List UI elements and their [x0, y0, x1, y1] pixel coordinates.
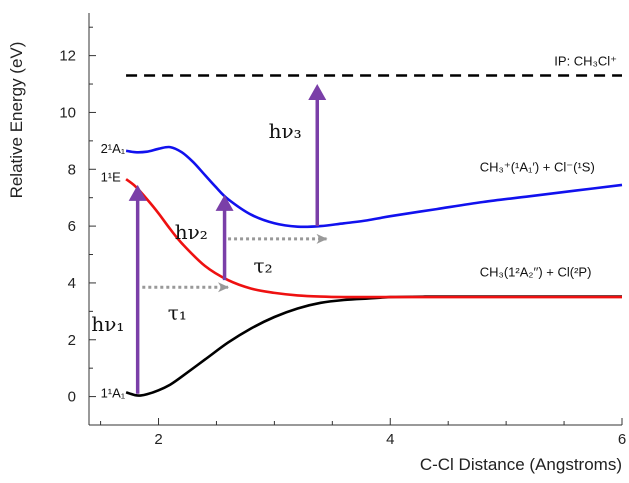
y-tick-label: 10	[59, 104, 76, 121]
y-tick-label: 12	[59, 48, 76, 65]
overlays	[126, 74, 622, 394]
black-curve	[125, 295, 622, 397]
y-axis-title: Relative Energy (eV)	[7, 42, 26, 199]
relaxation-label: τ₂	[254, 253, 273, 277]
blue-curve	[125, 145, 623, 229]
red-curve	[125, 178, 622, 299]
asymptote-label: CH₃⁺(¹A₁′) + Cl⁻(¹S)	[480, 159, 595, 174]
y-tick-label: 8	[68, 161, 76, 178]
ionization-potential-label: IP: CH₃Cl⁺	[554, 54, 617, 69]
state-label: 1¹E	[101, 169, 122, 184]
axis-ticks: 2 4 6 0 2 4 6 8 10 12	[59, 26, 626, 448]
annotations: 2¹A₁ 1¹E 1¹A₁ CH₃⁺(¹A₁′) + Cl⁻(¹S) CH₃(1²A₂′…	[91, 54, 617, 401]
plot-frame	[88, 13, 622, 426]
state-label: 2¹A₁	[101, 141, 126, 156]
transition-label: hν₂	[175, 220, 208, 244]
y-tick-label: 0	[68, 389, 76, 406]
transition-label: hν₁	[91, 312, 124, 336]
state-label: 1¹A₁	[101, 385, 126, 400]
x-tick-label: 6	[618, 431, 626, 448]
relaxation-label: τ₁	[168, 300, 187, 324]
x-tick-label: 4	[386, 431, 394, 448]
transition-arrowhead	[308, 84, 327, 101]
x-axis-title: C-Cl Distance (Angstroms)	[420, 455, 622, 474]
curves	[125, 145, 623, 397]
transition-label: hν₃	[269, 119, 302, 143]
asymptote-label: CH₃(1²A₂′′) + Cl(²P)	[480, 265, 592, 280]
transition-arrowhead	[215, 194, 234, 211]
y-tick-label: 2	[68, 332, 76, 349]
y-tick-label: 6	[68, 218, 76, 235]
x-tick-label: 2	[154, 431, 162, 448]
transition-arrowhead	[128, 184, 147, 201]
y-tick-label: 4	[68, 275, 76, 292]
